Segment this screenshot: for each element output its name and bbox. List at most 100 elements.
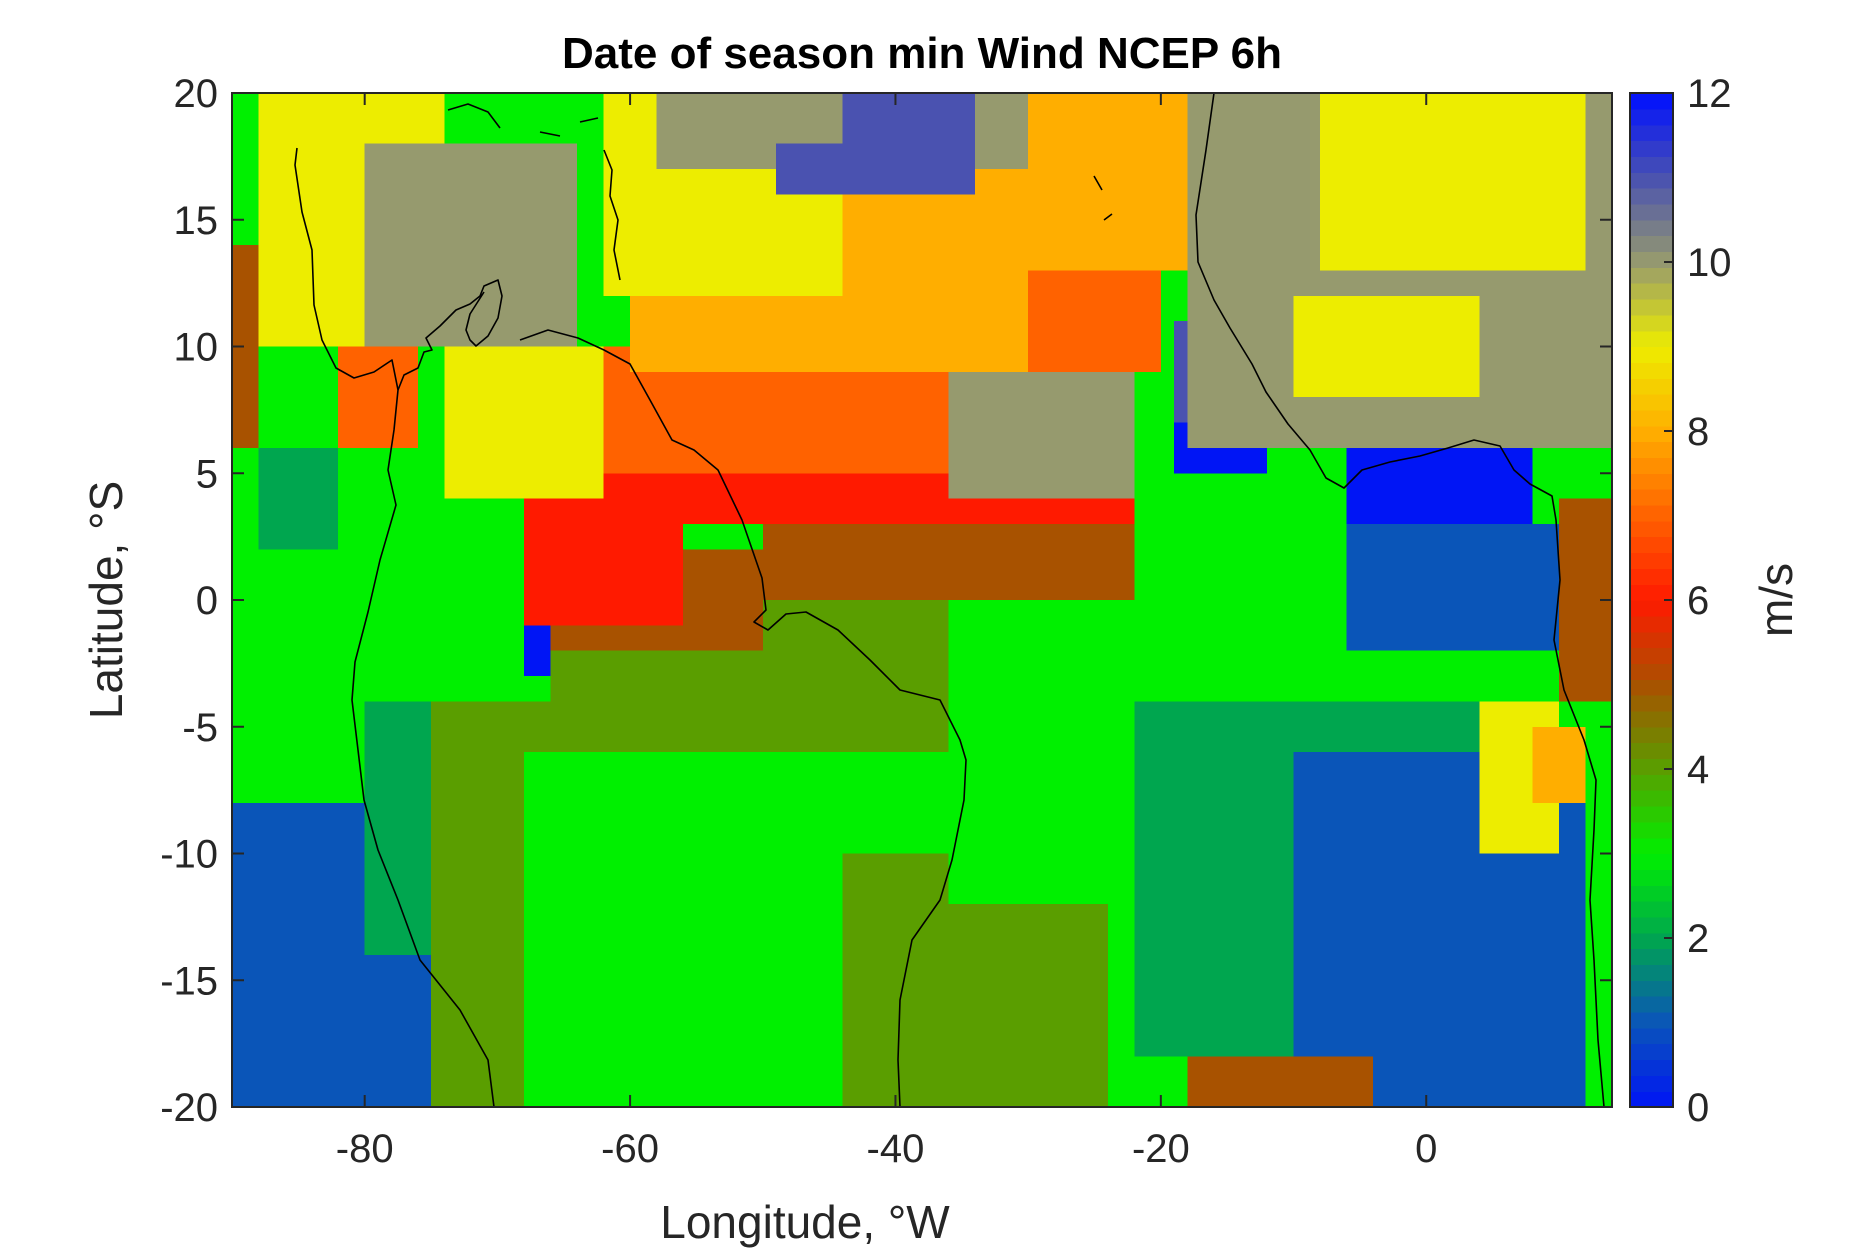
colorbar-swatch <box>1630 584 1673 601</box>
colorbar-swatch <box>1630 821 1673 839</box>
colorbar-swatch <box>1630 330 1673 348</box>
plot-area <box>232 93 1612 1107</box>
colorbar-tick-label: 10 <box>1687 241 1732 285</box>
colorbar-tick-label: 2 <box>1687 917 1709 961</box>
heatmap-cell-11 <box>1187 1056 1374 1107</box>
colorbar-swatch <box>1630 726 1673 744</box>
colorbar-swatch <box>1630 758 1673 775</box>
coastline-africa-west <box>1195 93 1605 1107</box>
y-tick-label: 10 <box>174 326 219 370</box>
colorbar-swatch <box>1630 473 1673 490</box>
heatmap-cell-31 <box>1320 93 1586 271</box>
colorbar-swatch <box>1630 790 1673 807</box>
colorbar-swatch <box>1630 441 1673 459</box>
coastline-central-america-caribbean <box>397 279 503 391</box>
colorbar-swatch <box>1630 1075 1673 1092</box>
heatmap-cell-32 <box>1293 295 1480 398</box>
colorbar-swatch <box>1630 695 1673 712</box>
colorbar-swatch <box>1630 853 1673 870</box>
heatmap-cell-41 <box>338 346 418 448</box>
x-axis: -80 -60 -40 -20 0 <box>336 93 1437 1171</box>
colorbar-swatch <box>1630 203 1673 221</box>
colorbar-swatch <box>1630 647 1673 664</box>
coastline <box>294 93 1605 1107</box>
colorbar-swatch <box>1630 298 1673 316</box>
colorbar-tick-label: 4 <box>1687 748 1709 792</box>
colorbar-swatch <box>1630 346 1673 363</box>
colorbar-swatch <box>1630 869 1673 886</box>
colorbar: 0 2 4 6 8 10 12 m/s <box>1629 72 1802 1130</box>
colorbar-swatch <box>1630 615 1673 633</box>
colorbar-swatch <box>1630 980 1673 997</box>
colorbar-swatch <box>1630 885 1673 902</box>
colorbar-tick-label: 6 <box>1687 579 1709 623</box>
colorbar-swatch <box>1630 837 1673 855</box>
heatmap-cell-24 <box>444 346 604 499</box>
colorbar-swatch <box>1630 536 1673 554</box>
colorbar-swatch <box>1630 600 1673 617</box>
colorbar-swatch <box>1630 172 1673 189</box>
x-tick-label: -40 <box>867 1127 925 1171</box>
x-tick-label: 0 <box>1415 1127 1437 1171</box>
chart-title: Date of season min Wind NCEP 6h <box>562 29 1282 78</box>
x-tick-label: -60 <box>601 1127 659 1171</box>
colorbar-label: m/s <box>1750 563 1802 637</box>
colorbar-tick-label: 0 <box>1687 1086 1709 1130</box>
y-axis: -20 -15 -10 -5 0 5 10 15 20 <box>160 72 1612 1130</box>
colorbar-swatch <box>1630 504 1673 522</box>
colorbar-tick-label: 12 <box>1687 72 1732 116</box>
x-tick-label: -80 <box>336 1127 394 1171</box>
y-tick-label: 0 <box>196 579 218 623</box>
colorbar-swatch <box>1630 1027 1673 1045</box>
colorbar-swatch <box>1630 108 1673 126</box>
colorbar-swatch <box>1630 425 1673 443</box>
colorbar-swatch <box>1630 805 1673 823</box>
colorbar-swatch <box>1630 1059 1673 1076</box>
colorbar-swatch <box>1630 774 1673 791</box>
coastline-south-america-pacific <box>294 147 495 1107</box>
y-tick-label: -10 <box>160 833 218 877</box>
colorbar-swatch <box>1630 394 1673 411</box>
heatmap-cell-34 <box>842 93 976 195</box>
coastline-south-america-atlantic <box>519 329 967 1107</box>
y-tick-label: -15 <box>160 959 218 1003</box>
x-tick-label: -20 <box>1132 1127 1190 1171</box>
colorbar-swatch <box>1630 188 1673 205</box>
y-tick-label: 15 <box>174 199 219 243</box>
colorbar-swatch <box>1630 219 1673 237</box>
heatmap-cell-39 <box>258 447 339 550</box>
colorbar-swatch <box>1630 552 1673 569</box>
colorbar-swatch <box>1630 1091 1673 1108</box>
y-axis-label: Latitude, °S <box>80 481 132 719</box>
colorbar-swatch <box>1630 996 1673 1013</box>
heatmap-cell-33 <box>776 143 843 195</box>
colorbar-swatch <box>1630 948 1673 966</box>
colorbar-swatch <box>1630 457 1673 474</box>
colorbar-swatch <box>1630 378 1673 395</box>
heatmap-cell-42 <box>523 625 551 677</box>
y-tick-label: 5 <box>196 452 218 496</box>
y-tick-label: -20 <box>160 1086 218 1130</box>
colorbar-swatch <box>1630 93 1673 110</box>
colorbar-swatch <box>1630 679 1673 696</box>
colorbar-swatch <box>1630 742 1673 760</box>
colorbar-swatch <box>1630 235 1673 253</box>
colorbar-swatch <box>1630 932 1673 950</box>
colorbar-swatch <box>1630 710 1673 728</box>
colorbar-swatch <box>1630 663 1673 680</box>
heatmap-cell-12 <box>1346 523 1586 651</box>
colorbar-swatch <box>1630 901 1673 918</box>
heatmap-cell-36 <box>1532 726 1586 803</box>
colorbar-swatch <box>1630 631 1673 649</box>
colorbar-swatch <box>1630 283 1673 300</box>
colorbar-swatch <box>1630 314 1673 332</box>
colorbar-swatch <box>1630 267 1673 284</box>
y-tick-label: -5 <box>182 706 218 750</box>
colorbar-swatch <box>1630 568 1673 585</box>
heatmap-layer <box>232 93 1612 1107</box>
heatmap-cell-13 <box>1346 447 1533 524</box>
colorbar-swatch <box>1630 156 1673 173</box>
colorbar-swatch <box>1630 489 1673 506</box>
heatmap-cell-17 <box>762 523 1135 600</box>
